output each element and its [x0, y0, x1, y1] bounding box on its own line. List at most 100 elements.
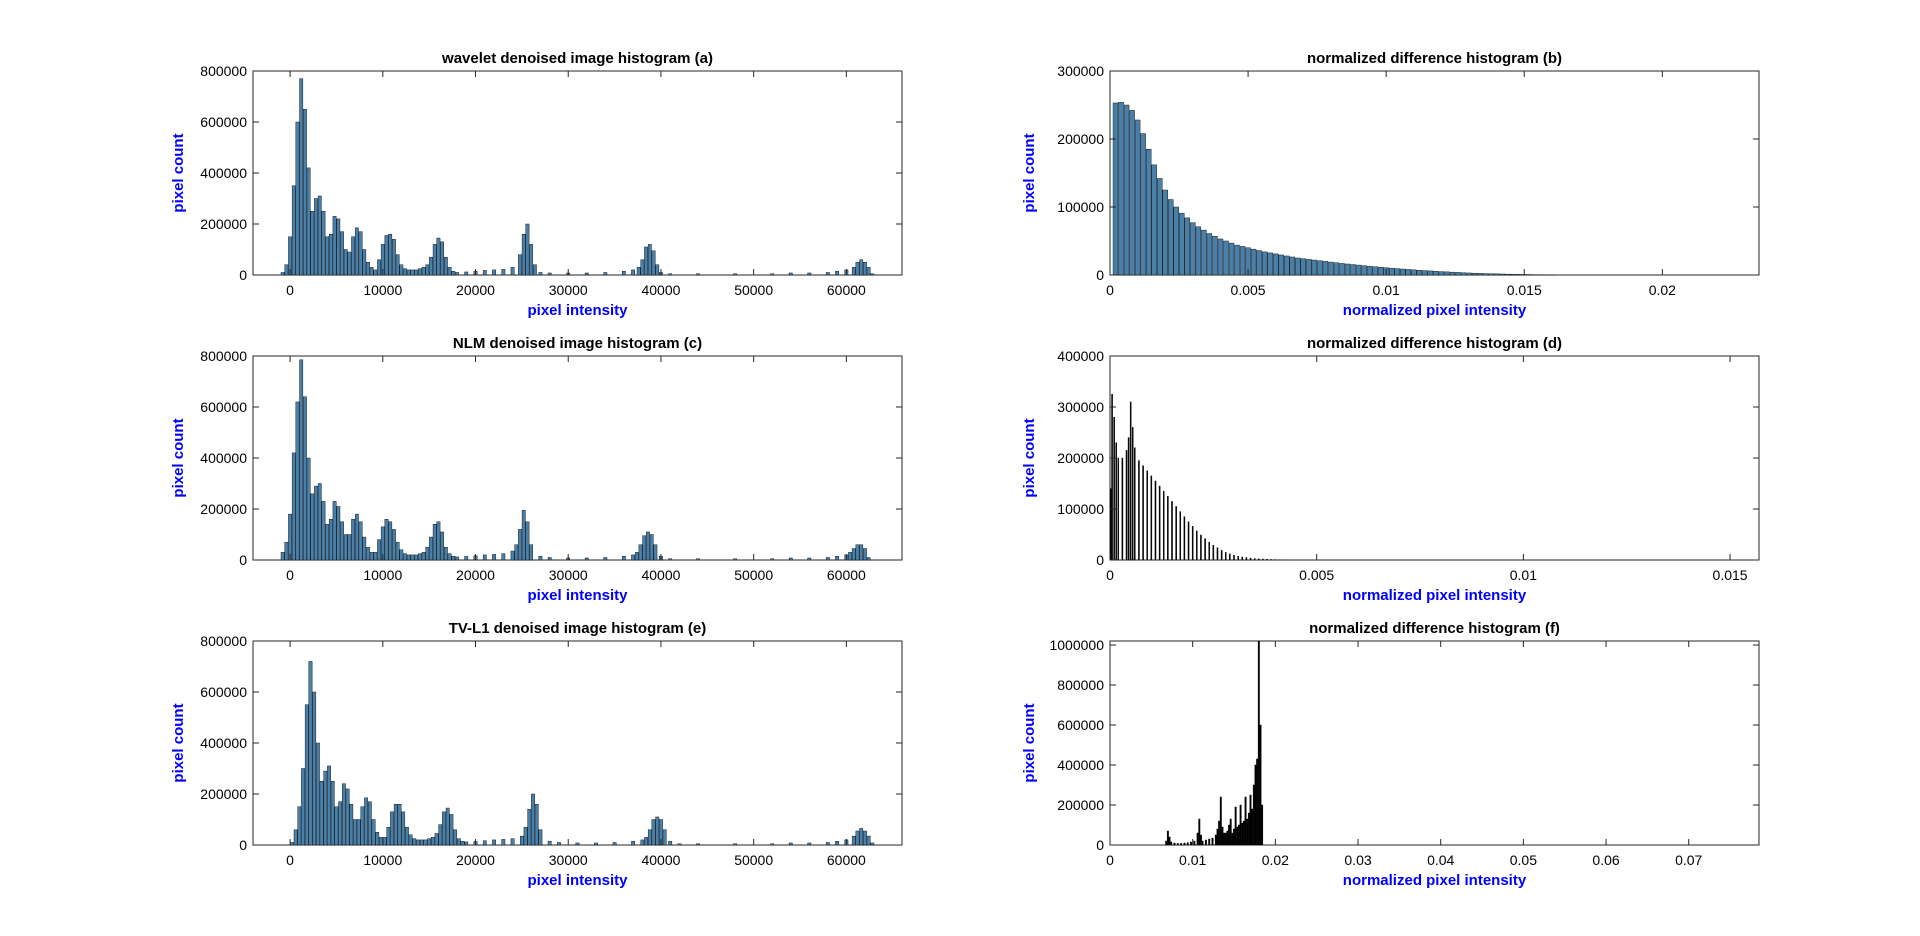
histogram-bar: [347, 534, 352, 561]
histogram-bar: [1477, 273, 1483, 276]
histogram-bar: [440, 531, 445, 561]
histogram-bar: [1154, 480, 1157, 561]
x-tick-label: 40000: [641, 852, 680, 868]
histogram-bar: [1233, 554, 1235, 561]
histogram-bar: [455, 556, 459, 561]
histogram-bar: [366, 547, 370, 561]
histogram-bar: [1328, 261, 1334, 276]
histogram-bar: [696, 273, 700, 276]
histogram-bar: [349, 804, 354, 846]
histogram-bar: [1217, 238, 1224, 276]
histogram-bar: [1216, 828, 1219, 846]
histogram-bar: [649, 534, 654, 561]
histogram-bar: [1256, 758, 1259, 846]
histogram-bar: [1394, 268, 1400, 276]
histogram-bar: [316, 742, 320, 846]
histogram-bar: [414, 269, 419, 276]
histogram-bar: [1504, 273, 1511, 276]
histogram-bar: [451, 555, 456, 561]
y-tick-label: 1000000: [1049, 637, 1104, 653]
histogram-bar: [1168, 199, 1174, 276]
histogram-bar: [403, 268, 407, 276]
histogram-bar: [603, 557, 608, 561]
x-tick-label: 20000: [456, 282, 495, 298]
histogram-bar: [1455, 272, 1461, 276]
histogram-bar: [1231, 832, 1234, 846]
histogram-bar: [1134, 447, 1136, 561]
histogram-bar: [835, 840, 839, 846]
x-axis-label: pixel intensity: [527, 587, 628, 604]
histogram-bar: [403, 553, 407, 561]
histogram-bar: [1273, 253, 1279, 276]
histogram-bar: [284, 264, 289, 276]
histogram-bar: [293, 829, 298, 846]
histogram-bar: [668, 558, 673, 561]
x-tick-label: 0.01: [1510, 567, 1537, 583]
histogram-bar: [510, 267, 515, 276]
histogram-bar: [492, 554, 496, 561]
x-tick-label: 0.02: [1262, 852, 1289, 868]
histogram-bar: [425, 547, 430, 561]
x-tick-label: 20000: [456, 852, 495, 868]
histogram-bar: [405, 826, 409, 846]
histogram-bar: [303, 109, 307, 276]
histogram-bar: [421, 267, 426, 276]
histogram-bar: [1438, 271, 1445, 276]
histogram-bar: [651, 819, 656, 846]
histogram-bar: [1234, 244, 1240, 276]
histogram-bar: [1372, 266, 1378, 276]
y-tick-label: 0: [239, 552, 247, 568]
subplot-5: 0 0.01 0.02 0.03 0.04 0.05 0.06 0.07 0 200000 4000…: [1021, 620, 1760, 889]
histogram-bar: [464, 271, 469, 276]
histogram-bar: [1499, 273, 1505, 276]
x-tick-label: 50000: [734, 852, 773, 868]
histogram-bar: [303, 396, 307, 561]
histogram-bar: [1142, 465, 1144, 561]
histogram-bar: [362, 536, 367, 561]
histogram-bar: [1196, 530, 1198, 561]
x-tick-label: 0.02: [1649, 282, 1676, 298]
y-tick-label: 100000: [1057, 199, 1104, 215]
y-tick-label: 300000: [1057, 63, 1104, 79]
y-tick-label: 800000: [200, 348, 247, 364]
y-tick-label: 400000: [1057, 757, 1104, 773]
histogram-bar: [1306, 259, 1312, 276]
histogram-bar: [527, 809, 532, 846]
histogram-bar: [584, 272, 589, 276]
histogram-bar: [647, 829, 652, 846]
histogram-bar: [345, 788, 350, 846]
histogram-bar: [329, 519, 333, 561]
histogram-bar: [317, 483, 322, 561]
histogram-bar: [1190, 222, 1196, 276]
x-tick-label: 0.04: [1427, 852, 1454, 868]
histogram-bar: [1117, 457, 1120, 561]
histogram-bar: [429, 536, 433, 561]
histogram-bar: [733, 558, 737, 561]
y-tick-label: 0: [1096, 837, 1104, 853]
histogram-bar: [356, 819, 361, 846]
histogram-bar: [529, 244, 534, 276]
histogram-bar: [859, 544, 864, 561]
histogram-bar: [1176, 843, 1179, 846]
histogram-bar: [644, 246, 648, 276]
histogram-bar: [1226, 830, 1229, 846]
histogram-bar: [369, 552, 374, 561]
subplot-1: 0 0.005 0.01 0.015 0.02 0 100000 200000 300000 no…: [1021, 50, 1760, 319]
y-tick-label: 400000: [200, 450, 247, 466]
histogram-bar: [393, 804, 398, 846]
histogram-bar: [1350, 264, 1356, 276]
x-axis-label: normalized pixel intensity: [1343, 302, 1527, 319]
histogram-bar: [770, 843, 775, 846]
histogram-bar: [631, 554, 636, 561]
chart-title: normalized difference histogram (f): [1309, 620, 1560, 637]
histogram-bar: [1239, 246, 1246, 276]
histogram-bar: [835, 555, 839, 561]
x-tick-label: 40000: [641, 567, 680, 583]
histogram-bar: [1134, 119, 1141, 276]
histogram-bar: [360, 806, 365, 846]
histogram-bar: [423, 839, 428, 846]
x-tick-label: 60000: [827, 852, 866, 868]
histogram-bar: [392, 239, 396, 276]
y-tick-label: 600000: [200, 114, 247, 130]
histogram-bar: [651, 250, 656, 276]
